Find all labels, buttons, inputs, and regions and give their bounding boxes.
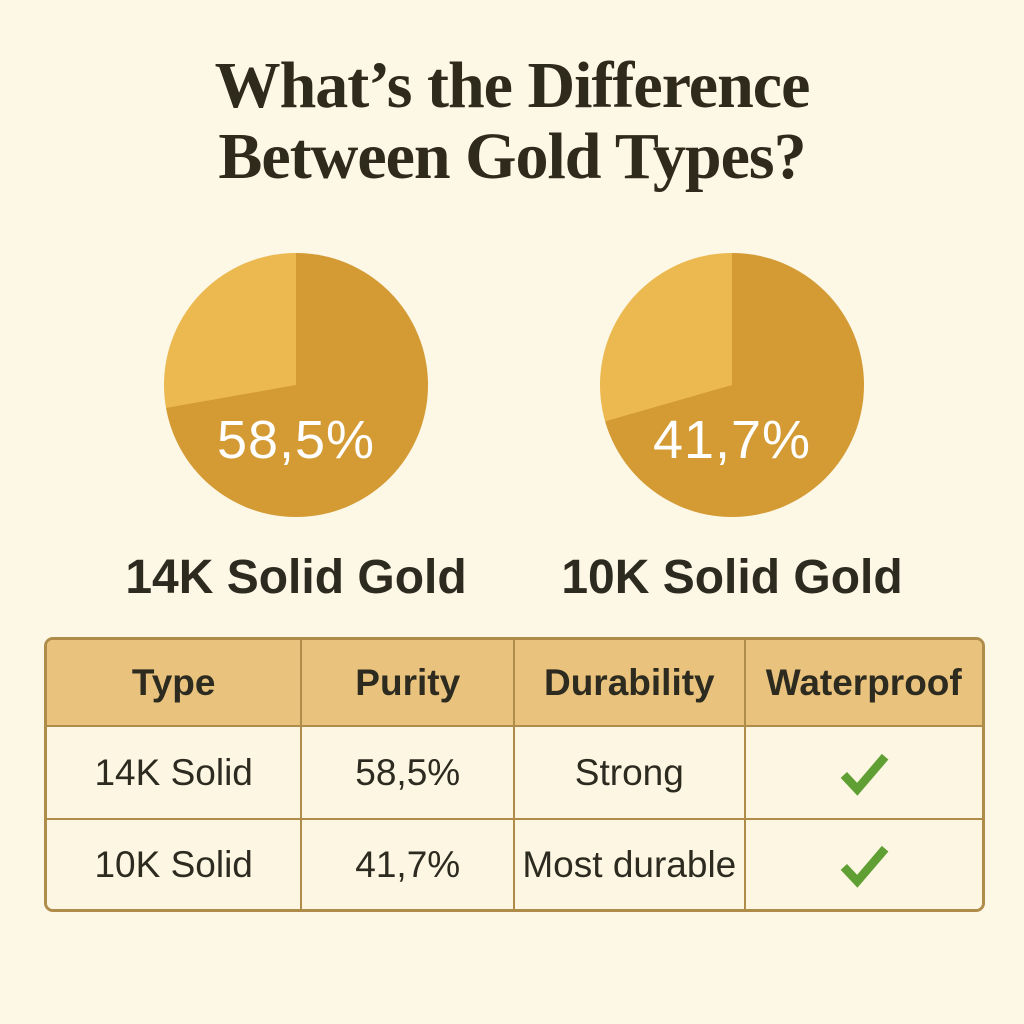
table-cell-type-14k: 14K Solid [47, 725, 301, 818]
column-header-durability: Durability [513, 640, 744, 725]
page-title: What’s the Difference Between Gold Types… [0, 50, 1024, 193]
table-cell-type-10k: 10K Solid [47, 818, 301, 909]
pie-chart-10k: 41,7% [600, 253, 864, 517]
column-header-waterproof: Waterproof [743, 640, 982, 725]
pie-section-10k: 41,7% 10K Solid Gold [512, 253, 952, 605]
pie-value-label-14k: 58,5% [216, 410, 376, 470]
pie-section-14k: 58,5% 14K Solid Gold [76, 253, 516, 605]
pie-chart-14k: 58,5% [164, 253, 428, 517]
pie-caption-14k: 14K Solid Gold [125, 551, 467, 604]
pie-value-label-10k: 41,7% [652, 410, 812, 470]
pie-caption-10k: 10K Solid Gold [561, 551, 903, 604]
table-cell-durability-14k: Strong [513, 725, 744, 818]
title-line-2: Between Gold Types? [218, 120, 806, 194]
table-cell-durability-10k: Most durable [513, 818, 744, 909]
waterproof-check-icon-14k [743, 725, 982, 818]
waterproof-check-icon-10k [743, 818, 982, 909]
column-header-purity: Purity [300, 640, 514, 725]
table-cell-purity-14k: 58,5% [300, 725, 514, 818]
comparison-table: Type Purity Durability Waterproof 14K So… [44, 637, 985, 912]
table-cell-purity-10k: 41,7% [300, 818, 514, 909]
column-header-type: Type [47, 640, 301, 725]
title-line-1: What’s the Difference [214, 49, 811, 122]
